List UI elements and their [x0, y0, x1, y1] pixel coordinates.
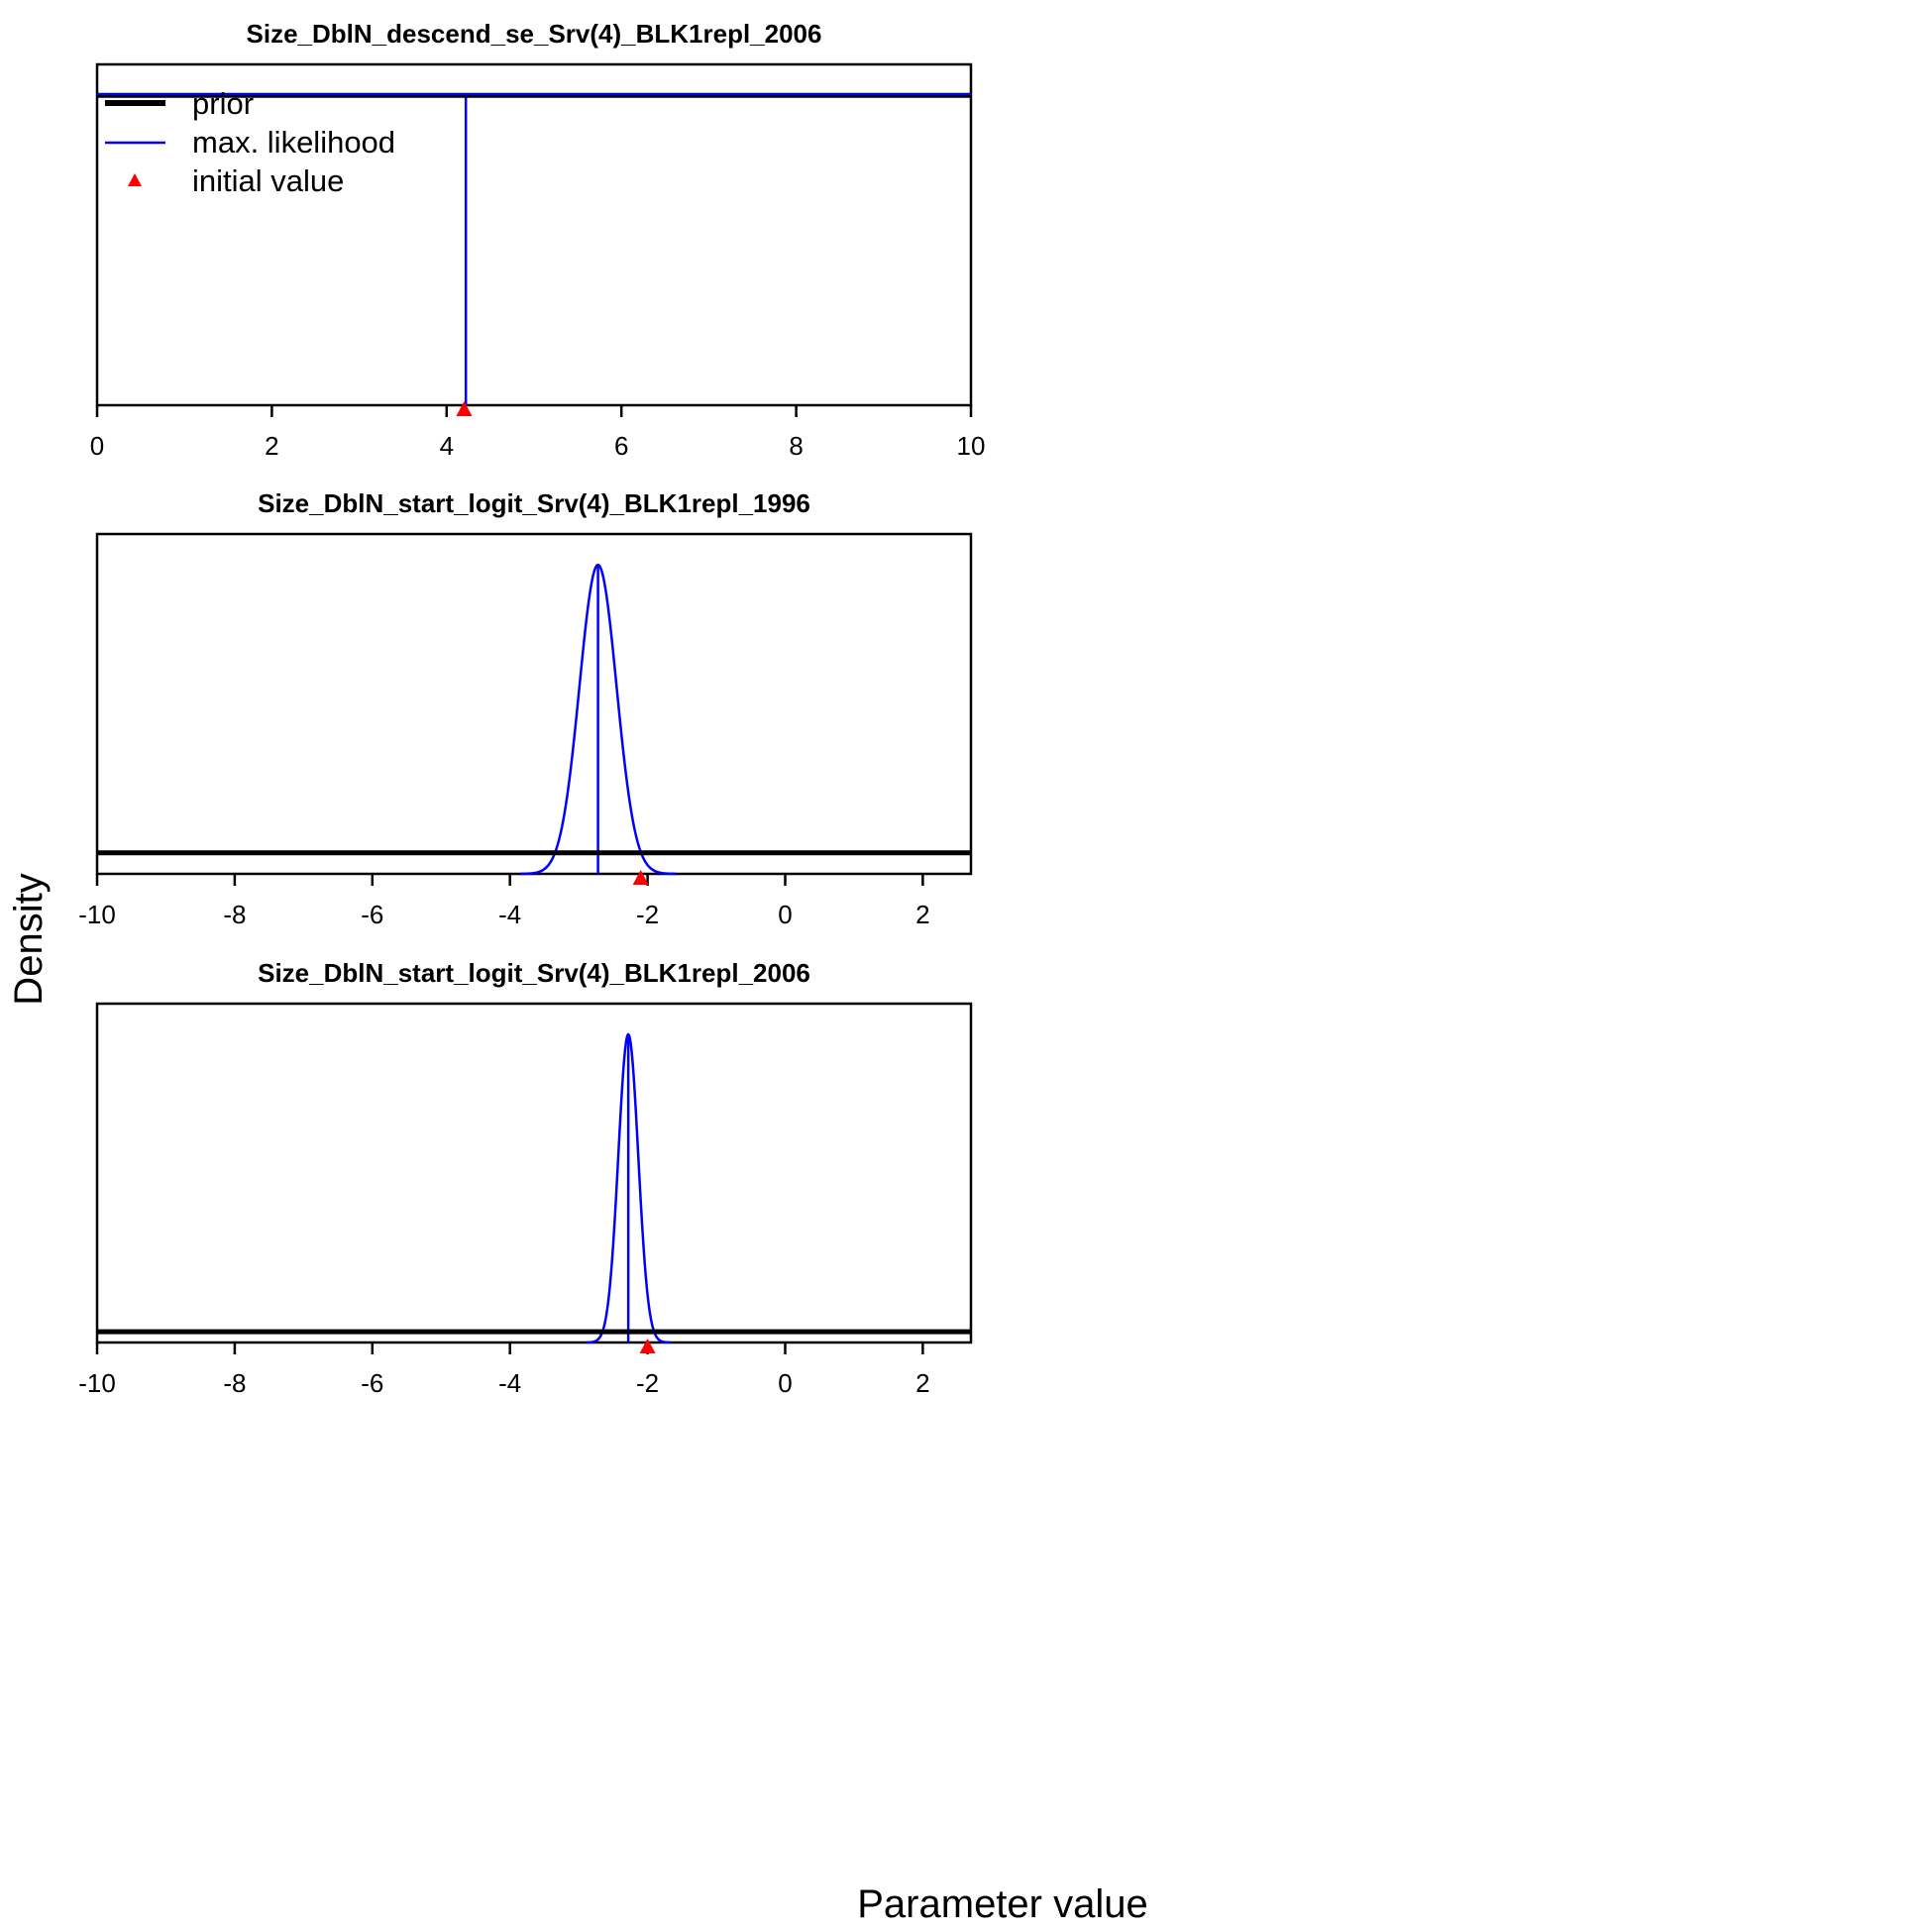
x-tick-label: -10 [78, 900, 116, 929]
x-tick-label: -10 [78, 1368, 116, 1398]
plot-frame [95, 1002, 973, 1344]
plot-frame [95, 62, 973, 407]
x-tick-label: -2 [636, 900, 659, 929]
panel-title: Size_DblN_start_logit_Srv(4)_BLK1repl_19… [258, 488, 810, 518]
panels: Size_DblN_descend_se_Srv(4)_BLK1repl_200… [78, 19, 985, 1398]
x-tick-label: 8 [789, 431, 803, 461]
x-tick-label: -4 [498, 900, 521, 929]
panel-title: Size_DblN_descend_se_Srv(4)_BLK1repl_200… [247, 19, 822, 49]
panel-2: Size_DblN_start_logit_Srv(4)_BLK1repl_19… [78, 488, 973, 929]
x-tick-label: -6 [361, 1368, 383, 1398]
x-tick-label: -2 [636, 1368, 659, 1398]
x-axis-title: Parameter value [857, 1882, 1147, 1926]
x-tick-label: 0 [90, 431, 104, 461]
x-tick-label: 6 [614, 431, 628, 461]
x-tick-label: -8 [223, 900, 246, 929]
x-tick-label: 0 [778, 900, 792, 929]
panel-3: Size_DblN_start_logit_Srv(4)_BLK1repl_20… [78, 958, 973, 1398]
legend-label: max. likelihood [192, 125, 395, 160]
y-axis-title: Density [7, 873, 51, 1005]
x-tick-label: -4 [498, 1368, 521, 1398]
legend-swatch-initial [128, 173, 142, 186]
x-tick-label: 2 [915, 1368, 929, 1398]
x-tick-label: 2 [915, 900, 929, 929]
legend-label: initial value [192, 163, 344, 198]
mle-curve [519, 563, 677, 876]
x-tick-label: -6 [361, 900, 383, 929]
x-tick-label: 10 [957, 431, 986, 461]
x-tick-label: 2 [265, 431, 278, 461]
x-tick-label: 4 [440, 431, 454, 461]
panel-title: Size_DblN_start_logit_Srv(4)_BLK1repl_20… [258, 958, 810, 988]
initial-value-marker [639, 1339, 656, 1353]
x-tick-label: -8 [223, 1368, 246, 1398]
x-tick-label: 0 [778, 1368, 792, 1398]
initial-value-marker [632, 870, 649, 885]
plot-frame [95, 532, 973, 876]
mle-curve [586, 1032, 671, 1344]
initial-value-marker [456, 401, 473, 416]
legend-label: prior [192, 86, 254, 121]
panel-1: Size_DblN_descend_se_Srv(4)_BLK1repl_200… [90, 19, 986, 461]
